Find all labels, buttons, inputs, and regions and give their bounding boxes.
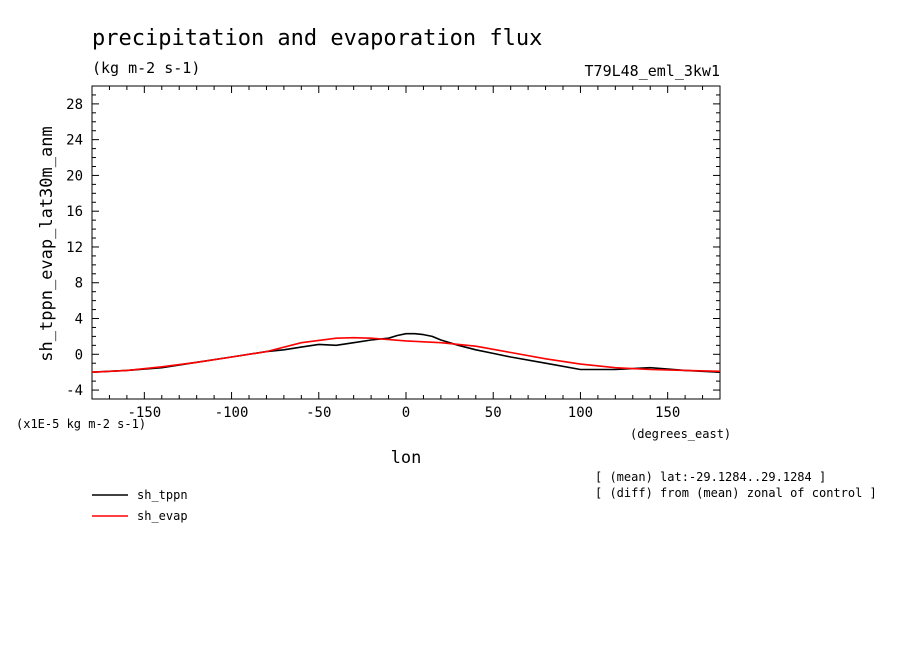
- note-diff: [ (diff) from (mean) zonal of control ]: [595, 486, 877, 500]
- x-tick-label: -50: [306, 405, 331, 421]
- series-line-sh-evap: [91, 336, 721, 373]
- y-tick-label: 20: [66, 168, 83, 184]
- legend: sh_tppn sh_evap: [92, 488, 188, 523]
- x-tick-label: -100: [215, 405, 249, 421]
- x-tick-label: 150: [655, 405, 680, 421]
- x-tick-label: 0: [402, 405, 410, 421]
- x-tick-label: 50: [485, 405, 502, 421]
- x-axis-label: lon: [391, 448, 422, 468]
- y-scale-label: (x1E-5 kg m-2 s-1): [16, 417, 146, 431]
- run-label: T79L48_eml_3kw1: [585, 62, 720, 80]
- y-tick-label: 0: [75, 347, 83, 363]
- y-tick-label: -4: [66, 383, 83, 399]
- plot-frame: [91, 85, 721, 400]
- x-axis: -150 -100 -50 0 50 100 150: [91, 86, 721, 421]
- legend-label-sh-evap: sh_evap: [137, 509, 188, 523]
- y-tick-label: 16: [66, 204, 83, 220]
- x-tick-label: 100: [568, 405, 593, 421]
- y-tick-label: 12: [66, 240, 83, 256]
- y-axis: -4 0 4 8 12 16 20 24 28: [66, 85, 720, 400]
- series-line-sh-tppn: [91, 332, 721, 373]
- legend-label-sh-tppn: sh_tppn: [137, 488, 188, 502]
- series-layer: [91, 332, 721, 373]
- note-mean: [ (mean) lat:-29.1284..29.1284 ]: [595, 470, 826, 484]
- y-tick-label: 8: [75, 276, 83, 292]
- x-units-label: (degrees_east): [630, 427, 731, 441]
- y-tick-label: 24: [66, 133, 83, 149]
- y-tick-label: 28: [66, 97, 83, 113]
- chart-title: precipitation and evaporation flux: [92, 26, 542, 51]
- y-axis-label: sh_tppn_evap_lat30m_anm: [37, 126, 57, 361]
- x-tick-label: -150: [127, 405, 161, 421]
- y-tick-label: 4: [75, 312, 83, 328]
- chart-units: (kg m-2 s-1): [92, 59, 200, 77]
